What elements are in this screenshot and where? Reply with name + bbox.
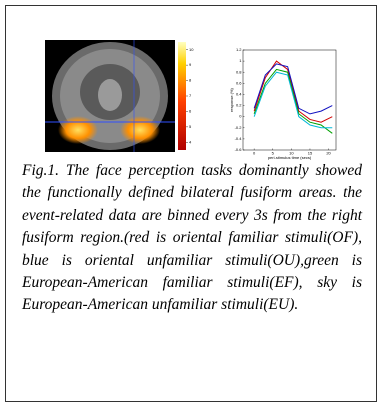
series-line xyxy=(254,69,332,133)
y-tick-label: 1 xyxy=(239,58,242,63)
x-tick-label: 0 xyxy=(253,151,256,156)
colorbar-tick-label: 6 xyxy=(189,108,192,113)
colorbar-tick-label: 8 xyxy=(189,78,192,83)
y-tick-label: 0.6 xyxy=(236,80,242,85)
brain-image xyxy=(45,40,186,152)
y-tick-label: 1.2 xyxy=(236,47,242,52)
colorbar-tick-label: 4 xyxy=(189,139,192,144)
series-line xyxy=(254,72,332,128)
y-tick-label: -0.4 xyxy=(235,136,243,141)
y-tick-label: 0.2 xyxy=(236,103,242,108)
series-line xyxy=(254,64,332,114)
y-tick-label: 0 xyxy=(239,114,242,119)
colorbar-tick-label: 7 xyxy=(189,93,192,98)
y-tick-label: -0.6 xyxy=(235,147,243,152)
y-tick-label: 0.8 xyxy=(236,69,242,74)
y-tick-label: 0.4 xyxy=(236,92,242,97)
y-tick-label: -0.2 xyxy=(235,125,243,130)
x-tick-label: 20 xyxy=(326,151,331,156)
y-axis-label: response (%) xyxy=(229,87,234,111)
colorbar xyxy=(178,42,186,150)
colorbar-tick-label: 10 xyxy=(189,47,194,52)
colorbar-tick-label: 9 xyxy=(189,62,192,67)
colorbar-tick-label: 5 xyxy=(189,124,192,129)
caption: Fig.1. The face perception tasks dominan… xyxy=(22,160,362,317)
